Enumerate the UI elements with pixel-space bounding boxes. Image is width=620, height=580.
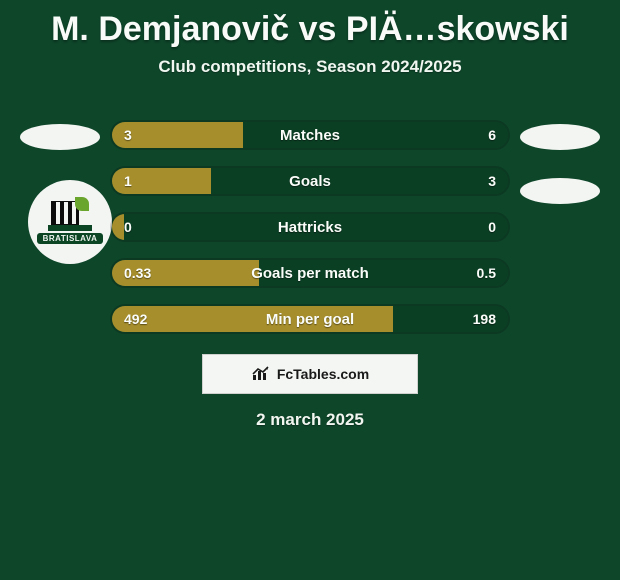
branding-box[interactable]: FcTables.com	[202, 354, 418, 394]
stat-fill-right	[211, 168, 508, 194]
club-badge: BRATISLAVA	[28, 180, 112, 264]
stat-label: Matches	[280, 127, 340, 144]
stat-row: 1 3 Goals	[110, 166, 510, 196]
player-right-oval2	[520, 178, 600, 204]
stat-row: 0 0 Hattricks	[110, 212, 510, 242]
stat-value-right: 198	[473, 311, 496, 327]
chart-icon	[251, 366, 271, 382]
stat-value-left: 3	[124, 127, 132, 143]
page-subtitle: Club competitions, Season 2024/2025	[0, 57, 620, 95]
stat-label: Hattricks	[278, 219, 342, 236]
player-right-oval	[520, 124, 600, 150]
stat-value-right: 3	[488, 173, 496, 189]
branding-text: FcTables.com	[277, 366, 369, 382]
stat-label: Min per goal	[266, 311, 354, 328]
stat-value-right: 0.5	[477, 265, 496, 281]
stat-value-right: 0	[488, 219, 496, 235]
club-badge-text: BRATISLAVA	[37, 233, 104, 244]
stat-fill-left	[112, 214, 124, 240]
page-title: M. Demjanovič vs PIÄ…skowski	[0, 0, 620, 57]
stat-value-left: 0	[124, 219, 132, 235]
match-date: 2 march 2025	[0, 410, 620, 430]
comparison-bars: 3 6 Matches 1 3 Goals 0 0 Hattricks 0.33 0.5 Goals …	[110, 120, 510, 350]
stat-value-right: 6	[488, 127, 496, 143]
stat-value-left: 0.33	[124, 265, 151, 281]
stat-row: 492 198 Min per goal	[110, 304, 510, 334]
player-left-oval	[20, 124, 100, 150]
stat-row: 0.33 0.5 Goals per match	[110, 258, 510, 288]
stat-row: 3 6 Matches	[110, 120, 510, 150]
stat-label: Goals per match	[251, 265, 369, 282]
stat-value-left: 492	[124, 311, 147, 327]
stat-value-left: 1	[124, 173, 132, 189]
stat-label: Goals	[289, 173, 331, 190]
